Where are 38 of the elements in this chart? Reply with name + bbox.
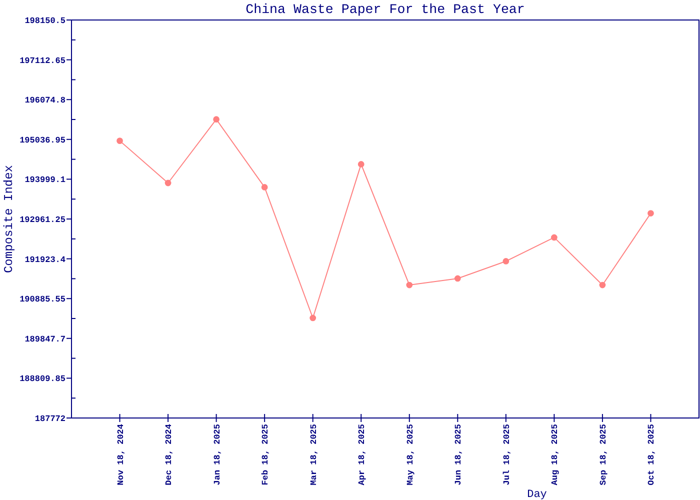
x-tick-label: Mar 18, 2025 [308, 424, 319, 486]
y-tick-label: 198150.5 [24, 16, 66, 26]
y-tick-label: 190885.55 [20, 294, 66, 305]
x-axis-title: Day [527, 489, 548, 500]
x-tick-label: May 18, 2025 [405, 424, 416, 486]
y-tick-label: 196074.8 [24, 96, 66, 106]
y-tick-label: 189847.7 [24, 334, 66, 344]
y-axis-title: Composite Index [2, 164, 16, 274]
point [261, 184, 268, 190]
y-tick-label: 191923.4 [24, 254, 66, 265]
point [599, 282, 606, 288]
x-tick-label: Apr 18, 2025 [357, 424, 368, 486]
y-tick-label: 192961.25 [20, 214, 66, 225]
point [648, 210, 654, 216]
point [164, 180, 172, 186]
x-tick-label: Aug 18, 2025 [550, 424, 560, 486]
point [406, 282, 413, 288]
y-tick-label: 197112.65 [20, 56, 66, 66]
chart-title: China Waste Paper For the Past Year [246, 2, 525, 17]
point [213, 116, 220, 123]
x-tick-label: Oct 18, 2025 [646, 424, 657, 486]
point [454, 275, 461, 282]
x-tick-label: Nov 18, 2024 [116, 424, 126, 486]
y-tick-label: 188809.85 [20, 374, 66, 384]
y-tick-label: 187772 [34, 414, 66, 424]
y-tick-label: 193999.1 [24, 175, 66, 186]
x-tick-label: Feb 18, 2025 [260, 424, 271, 486]
point [551, 234, 558, 241]
point [358, 161, 364, 168]
y-tick-label: 195036.95 [20, 135, 66, 146]
point [116, 138, 123, 144]
x-tick-label: Sep 18, 2025 [598, 424, 608, 486]
x-tick-label: Dec 18, 2024 [164, 424, 174, 486]
point [502, 258, 510, 264]
x-tick-label: Jun 18, 2025 [454, 424, 464, 486]
x-tick-label: Jul 18, 2025 [502, 424, 512, 486]
x-tick-label: Jan 18, 2025 [212, 424, 222, 486]
point [310, 314, 316, 322]
